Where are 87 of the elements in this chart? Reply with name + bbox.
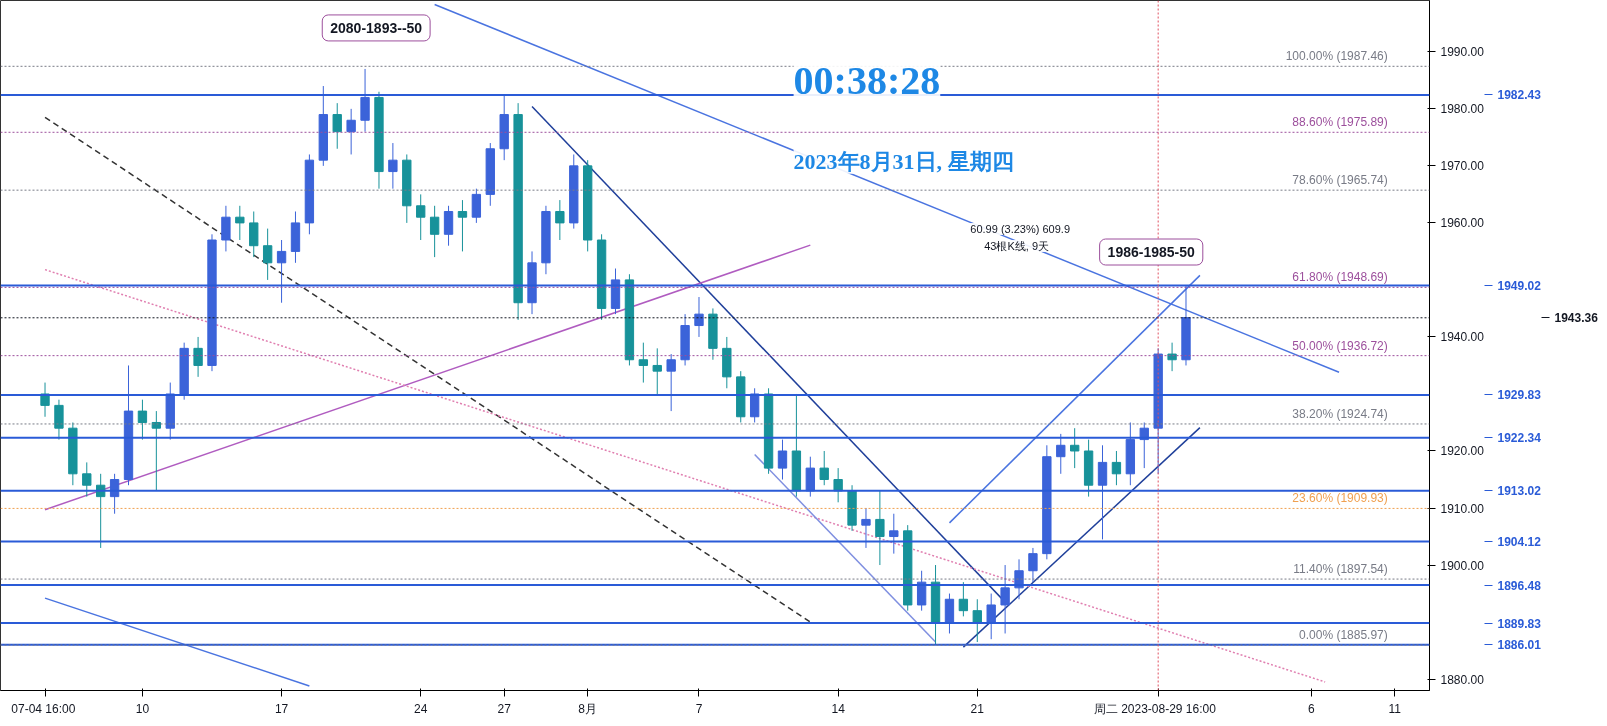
candlestick <box>221 205 231 252</box>
candlestick <box>388 142 398 190</box>
ref-line-label: 100.00% (1987.46) <box>1285 49 1388 64</box>
candlestick <box>875 490 885 566</box>
candlestick <box>416 193 426 241</box>
candlestick <box>819 450 829 486</box>
x-tick-label: 27 <box>497 701 512 716</box>
candlestick <box>262 228 273 281</box>
annotation: 60.99 (3.23%) 609.9 <box>970 222 1071 235</box>
ref-line-label: 1896.48 <box>1497 578 1542 593</box>
x-tick-label: 21 <box>970 701 985 716</box>
candlestick <box>193 336 203 378</box>
y-tick-label: 1980.00 <box>1440 102 1485 117</box>
candlestick <box>137 399 148 441</box>
candlestick <box>666 353 676 412</box>
candlestick <box>249 210 259 258</box>
candlestick <box>1111 450 1122 486</box>
ref-line-label: 1913.02 <box>1497 484 1542 499</box>
candlestick <box>471 188 482 224</box>
candlestick <box>1028 547 1038 583</box>
y-tick-label: 1910.00 <box>1440 501 1485 516</box>
ref-line-label: 38.20% (1924.74) <box>1292 406 1388 421</box>
candlestick <box>861 507 871 549</box>
ref-line-label: 1929.83 <box>1497 388 1542 403</box>
candlestick <box>833 467 843 503</box>
ref-line-label: 1949.02 <box>1497 279 1542 294</box>
x-tick-label: 10 <box>135 701 150 716</box>
ref-line-label: 1982.43 <box>1497 88 1542 103</box>
candlestick <box>638 342 649 384</box>
ref-line-label: 50.00% (1936.72) <box>1292 338 1388 353</box>
candlestick <box>360 68 370 133</box>
annotation: 00:38:28 <box>793 57 941 103</box>
candlestick <box>429 205 440 258</box>
candlestick <box>1070 427 1080 469</box>
candlestick <box>82 461 92 498</box>
x-tick-label: 7 <box>695 701 703 716</box>
ref-line-label: 23.60% (1909.93) <box>1292 491 1388 506</box>
candlestick <box>986 593 996 640</box>
annotation: 43根K线, 9天 <box>984 240 1050 252</box>
candlestick <box>54 399 64 441</box>
ref-line-label: 1889.83 <box>1497 616 1542 631</box>
candlestick <box>346 108 356 155</box>
candlestick <box>972 598 982 643</box>
x-tick-label: 11 <box>1388 701 1402 716</box>
candlestick <box>555 199 565 241</box>
candlestick <box>443 205 454 247</box>
ref-line-label: 1943.36 <box>1554 311 1599 326</box>
y-tick-label: 1990.00 <box>1440 45 1485 60</box>
x-tick-label: 17 <box>274 701 289 716</box>
y-tick-label: 1960.00 <box>1440 216 1485 231</box>
ref-line-label: 0.00% (1885.97) <box>1299 628 1388 643</box>
y-tick-label: 1920.00 <box>1440 444 1485 459</box>
ref-line-label: 78.60% (1965.74) <box>1292 173 1388 188</box>
ref-line-label: 11.40% (1897.54) <box>1293 562 1388 577</box>
ref-line-label: 1922.34 <box>1497 431 1542 446</box>
candlestick <box>889 513 899 555</box>
candlestick <box>1056 433 1066 475</box>
x-tick-label: 24 <box>414 701 428 716</box>
x-tick-label: 6 <box>1307 701 1315 716</box>
candlestick <box>1097 444 1108 540</box>
annotation: 2080-1893--50 <box>330 19 423 36</box>
candlestick <box>1167 342 1177 372</box>
candlestick <box>276 239 287 304</box>
candlestick <box>1000 564 1010 634</box>
candlestick <box>235 205 245 241</box>
candlestick <box>457 199 468 252</box>
ref-line-label: 88.60% (1975.89) <box>1292 115 1388 130</box>
y-tick-label: 1900.00 <box>1440 558 1485 573</box>
y-tick-label: 1970.00 <box>1440 159 1485 174</box>
y-tick-label: 1880.00 <box>1440 672 1485 687</box>
x-tick-label: 周二 2023-08-29 16:00 <box>1093 701 1217 716</box>
annotation: 1986-1985-50 <box>1107 244 1196 261</box>
ref-line-label: 1886.01 <box>1497 638 1542 653</box>
x-tick-label: 14 <box>831 701 846 716</box>
candlestick <box>694 296 704 338</box>
candlestick <box>958 581 969 617</box>
ref-line-label: 61.80% (1948.69) <box>1292 270 1388 285</box>
ref-line-label: 1904.12 <box>1497 535 1542 550</box>
candlestick <box>332 102 342 150</box>
y-tick-label: 1940.00 <box>1440 330 1485 345</box>
x-tick-label: 8月 <box>578 701 598 716</box>
candlestick <box>777 439 788 481</box>
x-tick-label: 07-04 16:00 <box>11 701 76 716</box>
candlestick <box>652 347 662 395</box>
candlestick <box>805 456 815 498</box>
candlestick <box>944 593 955 634</box>
annotation: 2023年8月31日, 星期四 <box>793 148 1014 174</box>
